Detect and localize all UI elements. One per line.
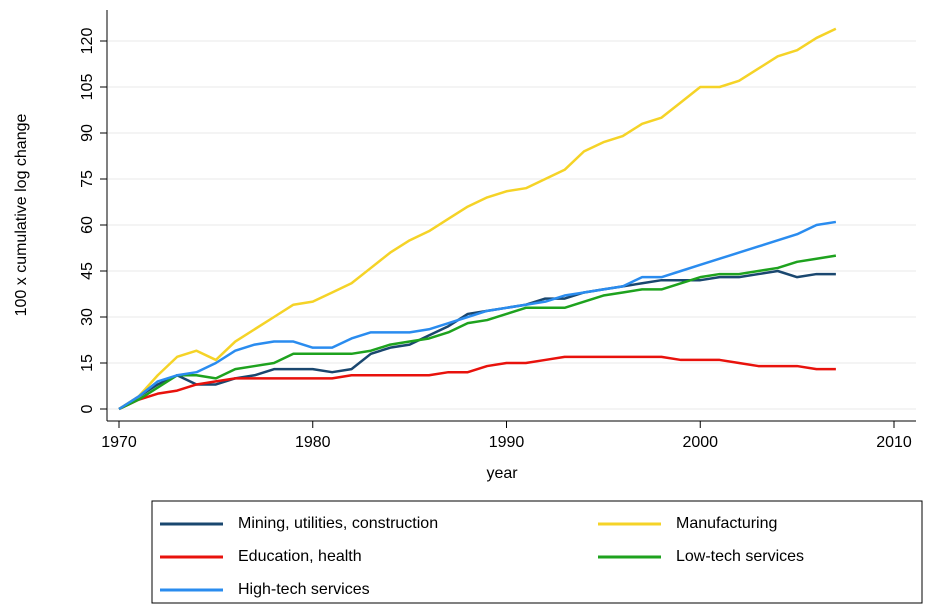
y-tick-label: 60 xyxy=(79,216,96,234)
x-tick-label: 1990 xyxy=(489,434,525,451)
line xyxy=(118,355,836,411)
line xyxy=(118,27,837,411)
y-tick-label: 90 xyxy=(79,124,96,142)
y-tick-label: 75 xyxy=(79,170,96,188)
legend-box xyxy=(151,500,923,604)
legend-label: Manufacturing xyxy=(676,515,777,532)
x-tick-label: 1980 xyxy=(295,434,331,451)
y-tick-label: 105 xyxy=(79,74,96,101)
y-tick-label: 45 xyxy=(79,262,96,280)
legend-label: High-tech services xyxy=(238,581,370,598)
y-axis-label: 100 x cumulative log change xyxy=(13,114,30,317)
y-tick-label: 15 xyxy=(79,354,96,372)
y-tick-label: 30 xyxy=(79,308,96,326)
x-tick-label: 2000 xyxy=(682,434,718,451)
legend-label: Education, health xyxy=(238,548,362,565)
x-axis-label: year xyxy=(486,465,518,482)
x-tick-label: 1970 xyxy=(101,434,137,451)
x-tick-label: 2010 xyxy=(876,434,912,451)
line xyxy=(118,254,837,411)
y-tick-label: 120 xyxy=(79,28,96,55)
legend-label: Low-tech services xyxy=(676,548,804,565)
legend-label: Mining, utilities, construction xyxy=(238,515,438,532)
y-tick-label: 0 xyxy=(79,404,96,413)
line xyxy=(118,220,837,411)
